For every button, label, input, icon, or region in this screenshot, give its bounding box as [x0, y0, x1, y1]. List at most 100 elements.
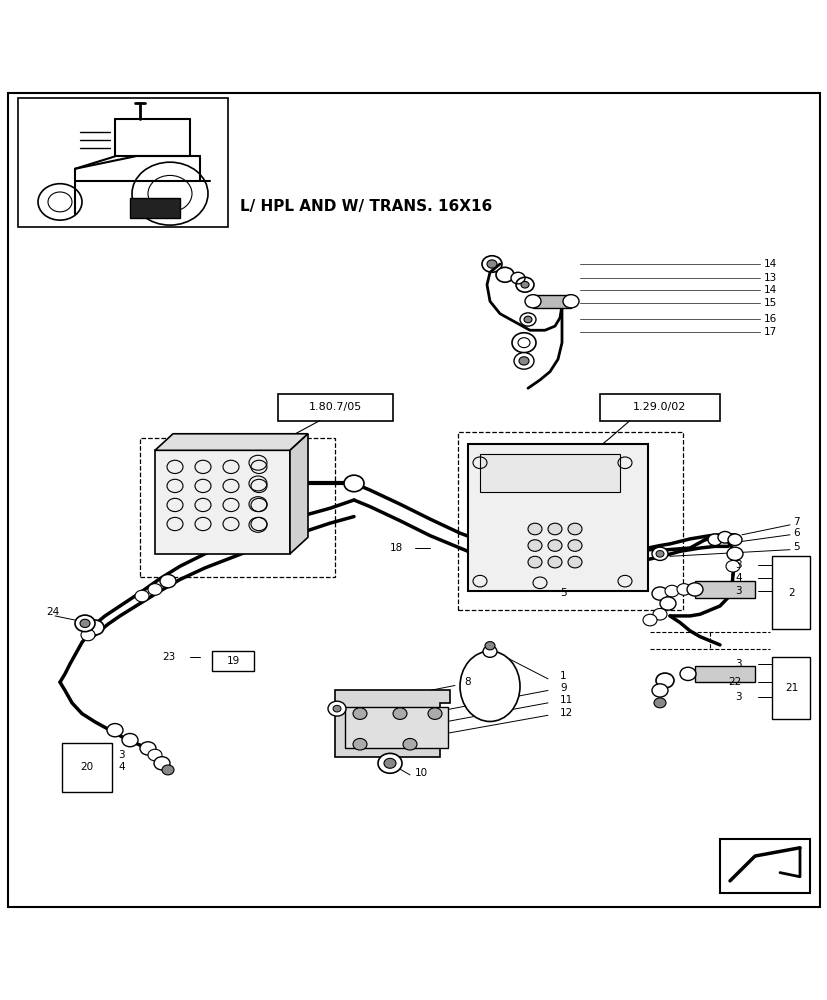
Ellipse shape	[717, 531, 731, 543]
Ellipse shape	[567, 540, 581, 551]
Ellipse shape	[403, 738, 417, 750]
Ellipse shape	[332, 705, 341, 712]
Ellipse shape	[653, 698, 665, 708]
Ellipse shape	[528, 540, 542, 551]
Ellipse shape	[495, 267, 514, 282]
Ellipse shape	[725, 560, 739, 572]
Text: 5: 5	[792, 542, 799, 552]
Ellipse shape	[482, 646, 496, 657]
Ellipse shape	[393, 708, 407, 719]
Text: 1: 1	[559, 671, 566, 681]
Ellipse shape	[428, 708, 442, 719]
Ellipse shape	[523, 316, 532, 323]
Polygon shape	[155, 450, 289, 554]
Ellipse shape	[727, 534, 741, 546]
Ellipse shape	[655, 673, 673, 688]
Bar	[278, 394, 393, 421]
Ellipse shape	[651, 587, 667, 600]
Polygon shape	[289, 434, 308, 554]
Text: 3: 3	[734, 560, 741, 570]
Ellipse shape	[567, 556, 581, 568]
Text: 16: 16	[763, 314, 777, 324]
Ellipse shape	[726, 547, 742, 560]
Ellipse shape	[511, 333, 535, 353]
Polygon shape	[155, 434, 308, 450]
Bar	[771, 657, 809, 719]
Ellipse shape	[686, 583, 702, 596]
Ellipse shape	[547, 523, 562, 535]
Ellipse shape	[162, 765, 174, 775]
Bar	[18, 98, 227, 227]
Text: 8: 8	[463, 677, 470, 687]
Text: 20: 20	[80, 762, 93, 772]
Text: 23: 23	[162, 652, 175, 662]
Text: 13: 13	[763, 273, 777, 283]
Ellipse shape	[122, 733, 138, 747]
Text: 14: 14	[763, 285, 777, 295]
Text: 3: 3	[118, 750, 125, 760]
Polygon shape	[694, 581, 754, 598]
Bar	[140, 438, 335, 577]
Text: 4: 4	[734, 573, 741, 583]
Text: 5: 5	[559, 588, 566, 598]
Text: 15: 15	[763, 298, 777, 308]
Ellipse shape	[80, 619, 90, 628]
Polygon shape	[467, 444, 648, 591]
Ellipse shape	[135, 590, 149, 602]
Polygon shape	[480, 454, 619, 492]
Text: 6: 6	[792, 528, 799, 538]
Polygon shape	[345, 707, 447, 748]
Text: 17: 17	[763, 327, 777, 337]
Text: 19: 19	[226, 656, 239, 666]
Ellipse shape	[679, 667, 696, 681]
Text: 1.29.0/02: 1.29.0/02	[633, 402, 686, 412]
Text: 18: 18	[390, 543, 403, 553]
Text: 2: 2	[788, 588, 795, 598]
Ellipse shape	[148, 584, 162, 595]
Text: 3: 3	[734, 659, 741, 669]
Ellipse shape	[107, 724, 123, 737]
Ellipse shape	[352, 708, 366, 719]
Ellipse shape	[659, 597, 675, 610]
Ellipse shape	[664, 585, 678, 597]
Polygon shape	[335, 690, 449, 757]
Ellipse shape	[154, 757, 170, 770]
Text: 14: 14	[763, 259, 777, 269]
Bar	[771, 556, 809, 629]
Ellipse shape	[378, 753, 402, 773]
Ellipse shape	[651, 684, 667, 697]
Ellipse shape	[486, 260, 496, 268]
Ellipse shape	[547, 556, 562, 568]
Ellipse shape	[524, 295, 540, 308]
Ellipse shape	[140, 742, 155, 755]
Bar	[62, 743, 112, 792]
Ellipse shape	[528, 523, 542, 535]
Text: L/ HPL AND W/ TRANS. 16X16: L/ HPL AND W/ TRANS. 16X16	[240, 199, 492, 214]
Ellipse shape	[519, 357, 528, 365]
Text: 21: 21	[785, 683, 798, 693]
Ellipse shape	[547, 540, 562, 551]
Ellipse shape	[460, 651, 519, 721]
Text: 7: 7	[792, 517, 799, 527]
Text: 4: 4	[118, 762, 125, 772]
Polygon shape	[130, 198, 179, 218]
Ellipse shape	[643, 614, 656, 626]
Ellipse shape	[485, 642, 495, 650]
Ellipse shape	[653, 608, 667, 620]
Polygon shape	[694, 666, 754, 682]
Text: 10: 10	[414, 768, 428, 778]
Ellipse shape	[327, 701, 346, 716]
Ellipse shape	[655, 551, 663, 557]
Bar	[212, 651, 254, 671]
Text: 12: 12	[559, 708, 572, 718]
Ellipse shape	[514, 353, 533, 369]
Text: 3: 3	[734, 586, 741, 596]
Text: 22: 22	[728, 677, 741, 687]
Ellipse shape	[343, 475, 364, 492]
Ellipse shape	[651, 547, 667, 560]
Ellipse shape	[75, 615, 95, 632]
Ellipse shape	[352, 738, 366, 750]
Bar	[719, 839, 809, 893]
Text: 3: 3	[734, 692, 741, 702]
Ellipse shape	[676, 584, 691, 595]
